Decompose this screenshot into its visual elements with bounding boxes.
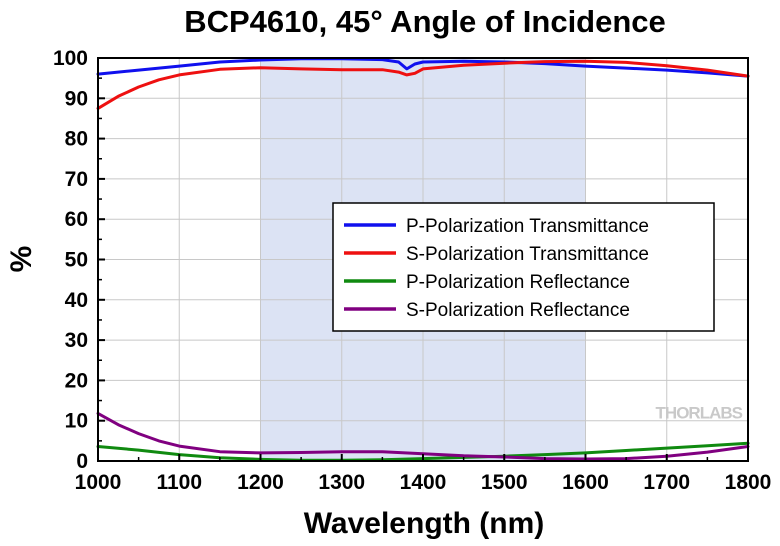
x-tick-label: 1700 [643, 471, 690, 494]
thorlabs-watermark: THORLABS [656, 404, 743, 423]
x-tick-label: 1500 [481, 471, 528, 494]
y-tick-label: 80 [65, 128, 88, 151]
x-tick-label: 1300 [318, 471, 365, 494]
y-tick-labels: 0 10 20 30 40 50 60 70 80 90 100 [53, 47, 88, 473]
series-line-2 [96, 59, 750, 110]
y-tick-label: 90 [65, 87, 88, 110]
y-tick-label: 70 [65, 168, 88, 191]
legend-label-1: P-Polarization Transmittance [406, 216, 649, 237]
y-tick-label: 50 [65, 249, 88, 272]
x-tick-label: 1100 [156, 471, 202, 494]
legend-entries: P-Polarization Transmittance S-Polarizati… [344, 216, 649, 321]
chart-title: BCP4610, 45° Angle of Incidence [184, 4, 666, 39]
legend-label-4: S-Polarization Reflectance [406, 300, 630, 321]
legend-label-2: S-Polarization Transmittance [406, 244, 649, 265]
x-axis-title: Wavelength (nm) [304, 507, 545, 540]
y-tick-label: 20 [65, 369, 88, 392]
x-tick-labels: 1000 1100 1200 1300 1400 1500 1600 1700 1800 [75, 471, 772, 494]
y-tick-label: 10 [65, 410, 88, 433]
y-tick-label: 100 [53, 47, 88, 70]
x-tick-label: 1800 [725, 471, 772, 494]
y-tick-label: 40 [65, 289, 88, 312]
x-tick-label: 1000 [75, 471, 122, 494]
legend: P-Polarization Transmittance S-Polarizati… [332, 202, 715, 332]
x-tick-label: 1600 [562, 471, 609, 494]
y-tick-label: 0 [76, 450, 88, 473]
y-tick-label: 60 [65, 208, 88, 231]
y-tick-label: 30 [65, 329, 88, 352]
legend-label-3: P-Polarization Reflectance [406, 272, 630, 293]
legend-box [332, 202, 715, 332]
y-axis-title: % [5, 246, 38, 273]
x-tick-label: 1400 [400, 471, 447, 494]
x-tick-label: 1200 [237, 471, 284, 494]
axis-ticks [97, 57, 749, 462]
series-line-1 [96, 57, 750, 78]
